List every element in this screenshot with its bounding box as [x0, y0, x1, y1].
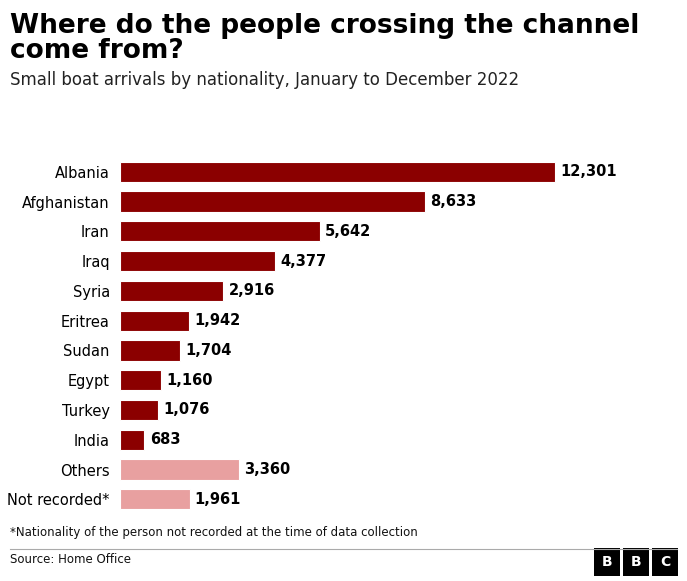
Text: *Nationality of the person not recorded at the time of data collection: *Nationality of the person not recorded … [10, 526, 418, 539]
Bar [120, 162, 555, 182]
Bar [120, 221, 319, 242]
Text: Where do the people crossing the channel: Where do the people crossing the channel [10, 13, 640, 39]
Text: C: C [660, 555, 670, 569]
Bar [120, 281, 223, 301]
Bar [120, 429, 144, 450]
Text: 5,642: 5,642 [325, 224, 371, 239]
Text: Source: Home Office: Source: Home Office [10, 553, 131, 566]
Text: 8,633: 8,633 [431, 194, 477, 209]
Text: B: B [602, 555, 613, 569]
Text: 1,704: 1,704 [185, 343, 232, 358]
Text: 683: 683 [150, 432, 180, 447]
Text: 12,301: 12,301 [560, 164, 617, 180]
Text: come from?: come from? [10, 38, 184, 64]
Text: 1,942: 1,942 [194, 313, 240, 328]
Bar [120, 489, 190, 510]
Text: B: B [631, 555, 642, 569]
Text: 2,916: 2,916 [229, 284, 275, 299]
Bar [120, 251, 275, 271]
Bar [120, 460, 239, 480]
Bar [120, 400, 158, 420]
Bar [120, 340, 181, 361]
Text: 4,377: 4,377 [280, 253, 326, 268]
Bar [120, 310, 189, 331]
Text: Small boat arrivals by nationality, January to December 2022: Small boat arrivals by nationality, Janu… [10, 71, 519, 89]
Bar [120, 191, 425, 211]
Text: 1,160: 1,160 [166, 372, 213, 388]
Text: 1,961: 1,961 [195, 492, 241, 507]
Text: 1,076: 1,076 [164, 403, 210, 418]
Text: 3,360: 3,360 [245, 462, 291, 477]
Bar [120, 370, 161, 390]
